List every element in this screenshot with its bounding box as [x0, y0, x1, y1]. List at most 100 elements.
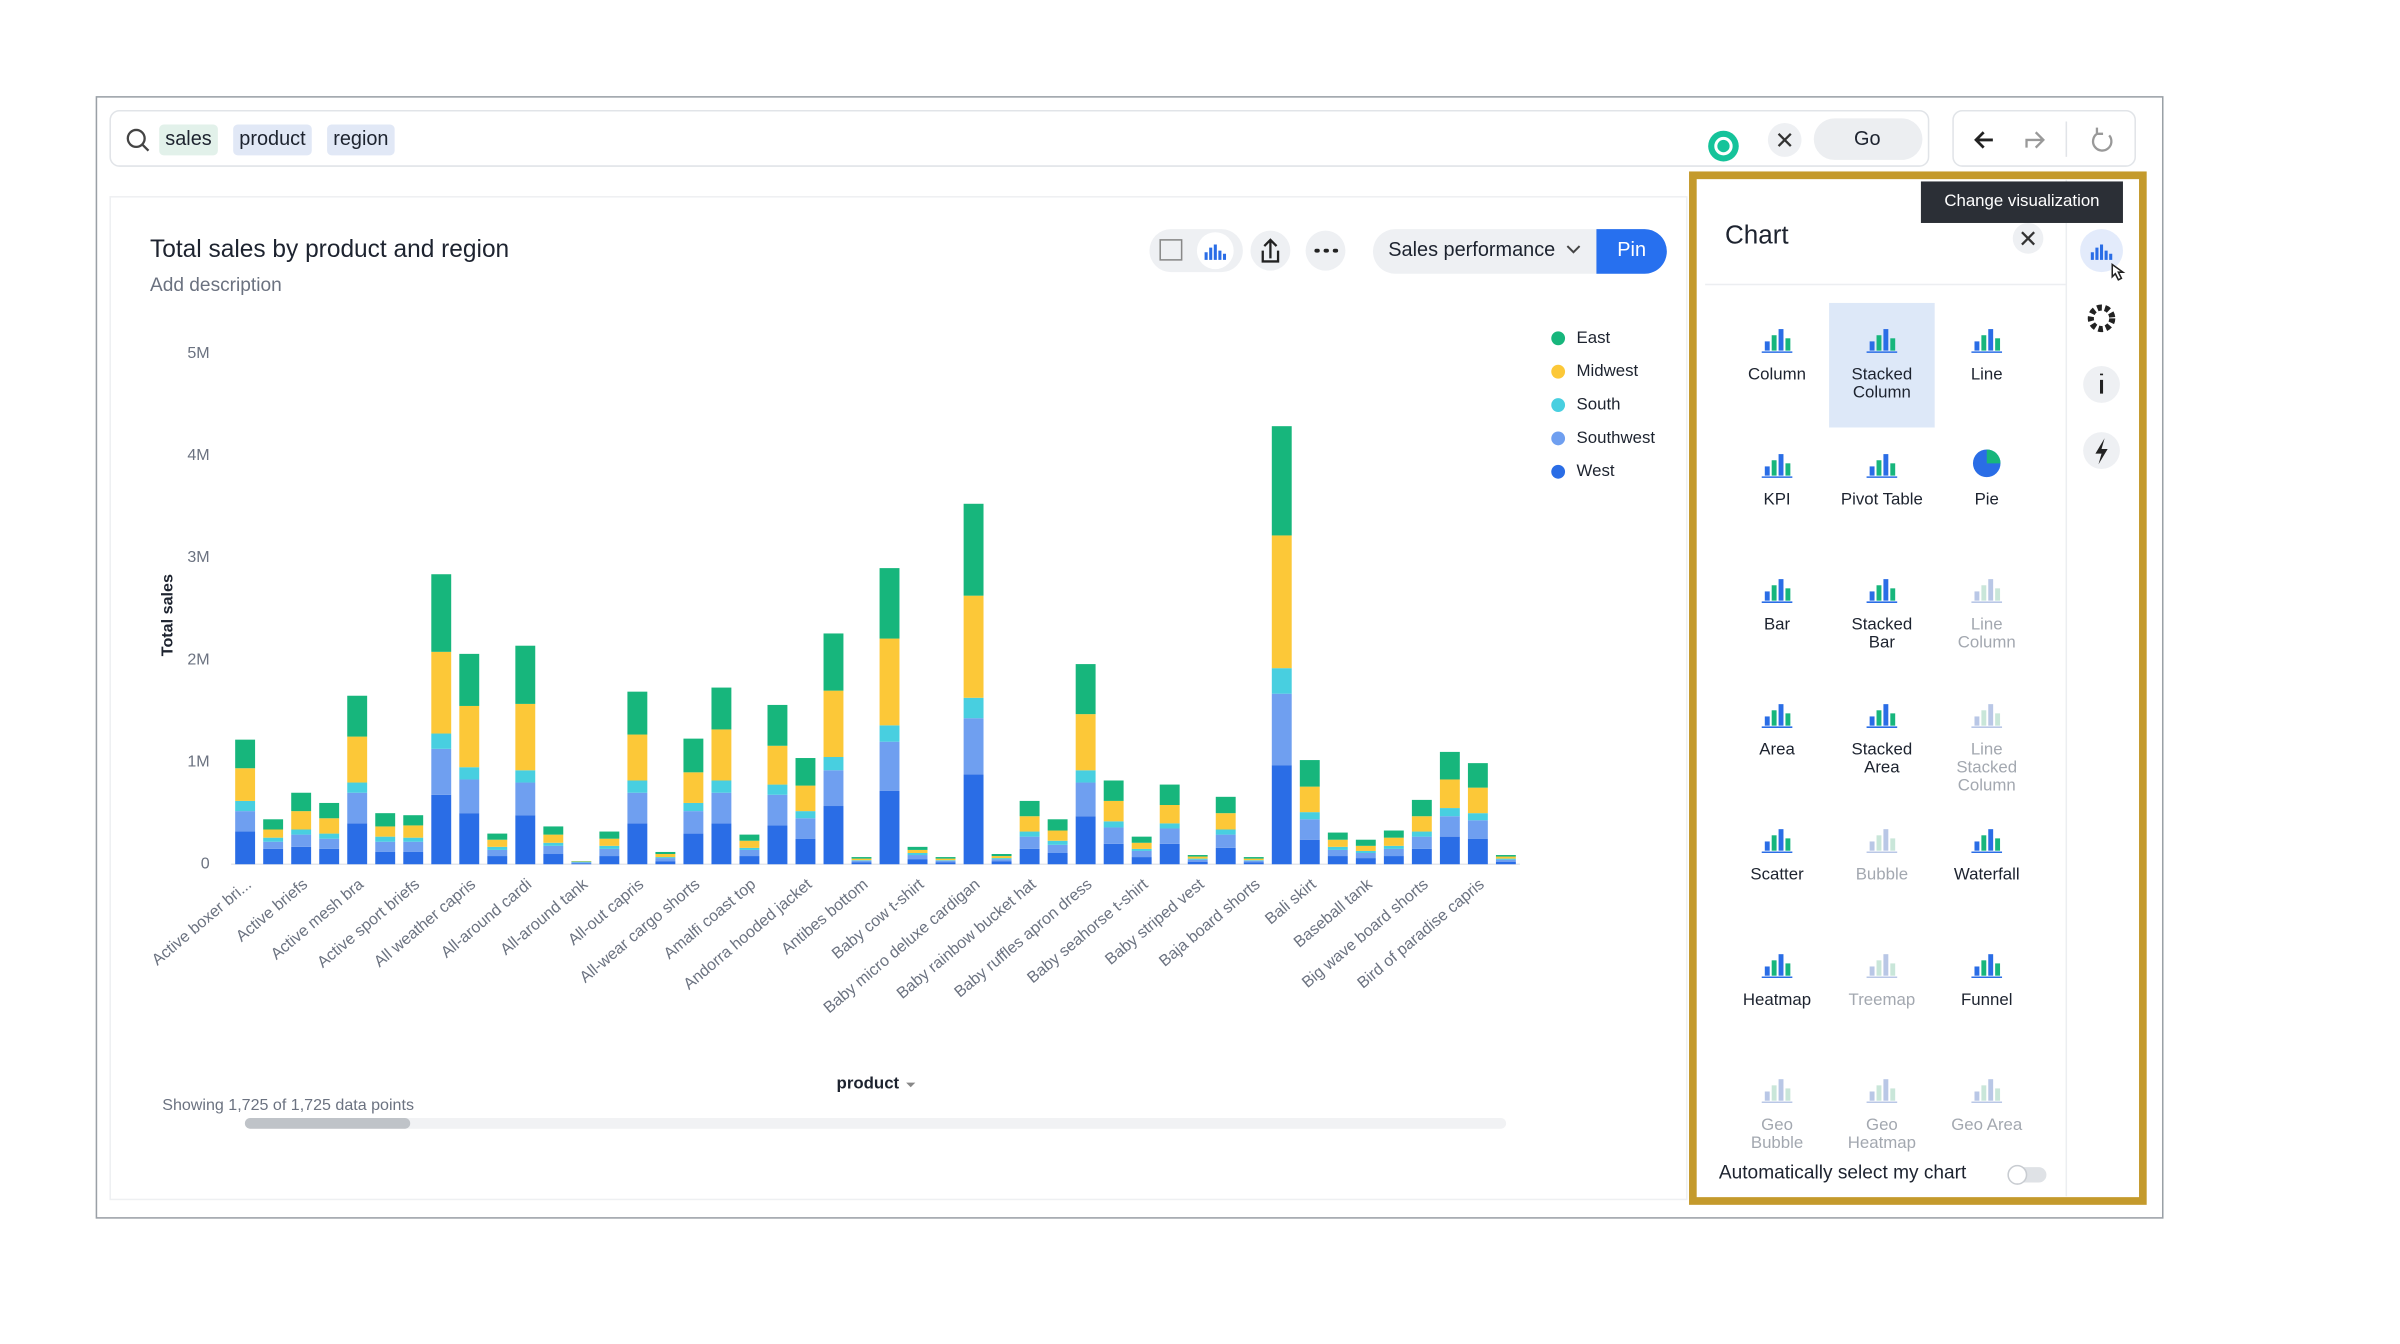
bar-segment — [991, 858, 1012, 860]
chart-type-icon — [1771, 460, 1777, 476]
chart-type-icon — [1764, 841, 1770, 851]
chart-type-option[interactable]: Bubble — [1856, 829, 1908, 884]
legend-label[interactable]: West — [1577, 461, 1615, 480]
bar-segment — [235, 811, 256, 832]
chart-type-option[interactable]: Pivot Table — [1841, 454, 1923, 509]
bar-segment — [1019, 800, 1040, 817]
settings-button[interactable] — [2087, 304, 2116, 333]
scrollbar-thumb[interactable] — [244, 1117, 411, 1129]
undo-button[interactable] — [1974, 131, 1993, 149]
bar-segment — [1439, 836, 1460, 865]
bar-segment — [627, 823, 648, 865]
bar-segment — [1327, 839, 1348, 847]
bar-segment — [683, 772, 704, 803]
chart-type-icon — [1995, 588, 2001, 601]
worksheet-selector[interactable] — [1372, 229, 1667, 274]
bar-segment — [655, 854, 676, 858]
redo-button[interactable] — [2025, 131, 2045, 149]
bar-segment — [1383, 856, 1404, 865]
pin-button[interactable] — [1596, 229, 1667, 274]
chart-type-icon — [1974, 841, 1980, 851]
legend-label[interactable]: East — [1577, 328, 1611, 347]
search-token[interactable]: product — [233, 124, 312, 156]
chart-type-icon — [1883, 329, 1889, 351]
token-label: sales — [165, 128, 211, 150]
bar-segment — [823, 633, 844, 691]
bar-segment — [1075, 664, 1096, 715]
bar-segment — [655, 858, 676, 862]
bar-segment — [1327, 832, 1348, 840]
table-icon[interactable] — [1159, 239, 1183, 261]
chart-type-icon — [1974, 966, 1980, 976]
bar-segment — [711, 792, 732, 824]
bar-segment — [487, 833, 508, 840]
answer-title: Total sales by product and region — [150, 236, 509, 263]
bar-segment — [823, 757, 844, 771]
bar-segment — [599, 856, 620, 865]
chart-type-option[interactable]: Treemap — [1849, 954, 1916, 1009]
tooltip-text: Change visualization — [1944, 191, 2099, 210]
bar-segment — [1159, 843, 1180, 865]
chart-type-option[interactable]: Pie — [1972, 449, 2001, 509]
bar-segment — [1075, 714, 1096, 771]
chart-type-option[interactable]: KPI — [1761, 454, 1793, 509]
chart-type-icon — [1883, 1079, 1889, 1101]
chart-type-option[interactable]: Waterfall — [1954, 829, 2020, 884]
bar-segment — [1215, 847, 1236, 865]
bar-segment — [1467, 787, 1488, 814]
bar-segment — [291, 846, 312, 865]
chart-type-icon — [1890, 838, 1896, 851]
answer-description[interactable]: Add description — [150, 275, 282, 296]
bar-segment — [347, 736, 368, 783]
bar-segment — [963, 503, 984, 596]
bar-segment — [711, 687, 732, 730]
chart-type-option[interactable]: Heatmap — [1743, 954, 1811, 1009]
bar-segment — [375, 836, 396, 842]
go-button[interactable] — [1813, 118, 1923, 160]
bar-segment — [1103, 821, 1124, 828]
bar-segment — [1019, 848, 1040, 865]
search-token[interactable]: region — [327, 124, 395, 156]
y-tick-label: 0 — [201, 854, 210, 872]
chart-type-option[interactable]: Area — [1759, 704, 1795, 759]
x-axis-title[interactable]: product — [837, 1074, 900, 1093]
legend-label[interactable]: Southwest — [1577, 428, 1656, 447]
chart-type-label: Scatter — [1750, 865, 1804, 884]
bar-segment — [543, 834, 564, 843]
chart-type-option[interactable]: Column — [1748, 329, 1806, 384]
bar-segment — [655, 851, 676, 855]
token-label: product — [239, 128, 306, 150]
bar-segment — [459, 653, 480, 706]
bar-segment — [543, 845, 564, 855]
search-token[interactable]: sales — [159, 124, 218, 156]
legend-label[interactable]: Midwest — [1577, 361, 1639, 380]
bar-segment — [1271, 765, 1292, 865]
chart-type-option[interactable]: Geo Area — [1951, 1079, 2023, 1134]
bar-segment — [1299, 819, 1320, 840]
y-tick-label: 2M — [187, 650, 209, 668]
bar-segment — [1243, 860, 1264, 863]
bar-segment — [319, 802, 340, 819]
bar-segment — [767, 825, 788, 865]
reset-button[interactable] — [2091, 127, 2113, 152]
legend-label[interactable]: South — [1577, 394, 1621, 413]
chart-type-icon — [1883, 954, 1889, 976]
bar-segment — [1103, 800, 1124, 822]
search-bar[interactable] — [109, 109, 1930, 167]
bar-segment — [1243, 857, 1264, 859]
chart-type-label: Funnel — [1961, 990, 2012, 1009]
chart-type-option[interactable]: Funnel — [1961, 954, 2012, 1009]
chart-type-option[interactable]: Bar — [1761, 579, 1793, 634]
bar-segment — [1439, 808, 1460, 817]
chart-type-option[interactable]: Line — [1971, 329, 2003, 384]
bar-segment — [1439, 751, 1460, 780]
bar-segment — [1243, 862, 1264, 865]
chart-type-option[interactable]: Scatter — [1750, 829, 1804, 884]
